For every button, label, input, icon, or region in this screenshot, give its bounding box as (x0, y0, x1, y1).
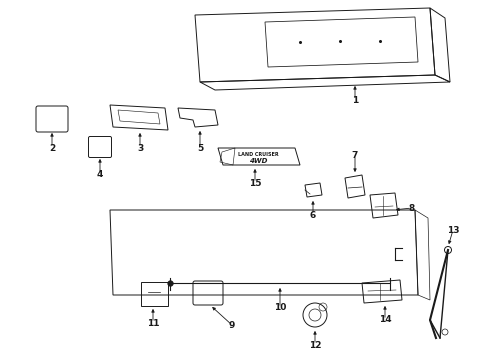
Text: 15: 15 (249, 179, 261, 188)
Text: 9: 9 (229, 320, 235, 329)
Text: 8: 8 (409, 203, 415, 212)
Text: 4WD: 4WD (249, 158, 267, 164)
Text: 10: 10 (274, 303, 286, 312)
Text: 7: 7 (352, 150, 358, 159)
Text: 13: 13 (447, 225, 459, 234)
Text: 5: 5 (197, 144, 203, 153)
Text: 6: 6 (310, 211, 316, 220)
Text: 3: 3 (137, 144, 143, 153)
Text: 4: 4 (97, 170, 103, 179)
Text: 2: 2 (49, 144, 55, 153)
Text: 14: 14 (379, 315, 392, 324)
Text: 11: 11 (147, 319, 159, 328)
Text: 1: 1 (352, 95, 358, 104)
Text: LAND CRUISER: LAND CRUISER (238, 152, 278, 157)
Text: 12: 12 (309, 341, 321, 350)
